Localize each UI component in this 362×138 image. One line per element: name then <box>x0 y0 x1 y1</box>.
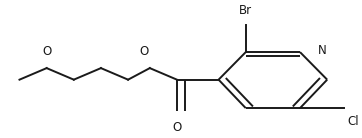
Text: Br: Br <box>239 4 252 17</box>
Text: O: O <box>42 45 51 58</box>
Text: O: O <box>140 45 149 58</box>
Text: N: N <box>318 44 327 57</box>
Text: O: O <box>172 121 182 134</box>
Text: Cl: Cl <box>347 115 359 128</box>
